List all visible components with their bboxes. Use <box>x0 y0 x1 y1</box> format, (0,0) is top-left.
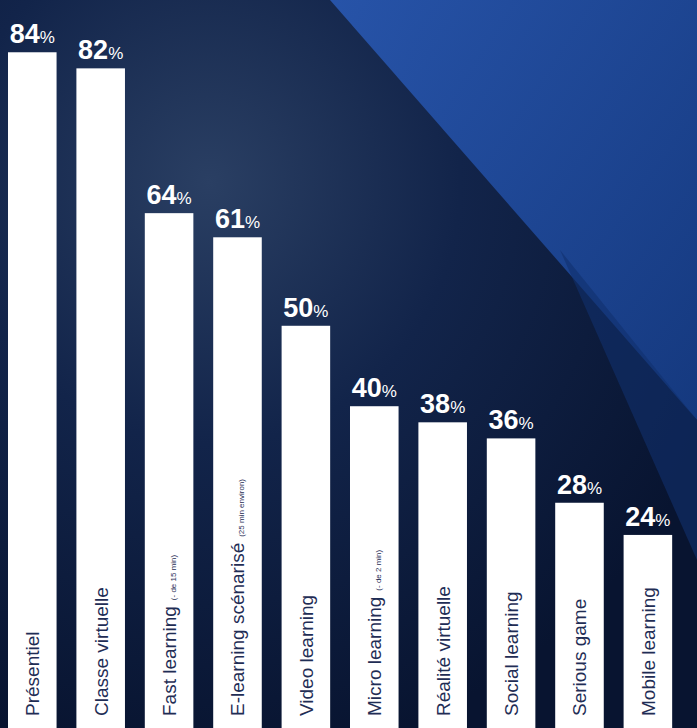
category-text: Présentiel <box>22 632 43 717</box>
category-text: Micro learning <box>364 597 385 716</box>
category-text: Classe virtuelle <box>91 587 112 716</box>
bar <box>418 422 467 728</box>
category-label: Fast learning (- de 15 min) <box>159 554 180 716</box>
category-label: E-learning scénarisé (25 min environ) <box>227 479 248 716</box>
bar <box>76 68 125 728</box>
data-label: 28% <box>557 470 602 500</box>
category-label: Réalité virtuelle <box>433 586 454 716</box>
bar <box>282 326 331 728</box>
bars <box>8 52 672 728</box>
data-label: 64% <box>146 180 191 210</box>
data-label: 84% <box>10 19 55 49</box>
bar <box>8 52 57 728</box>
annotation: (25 min environ) <box>237 479 246 537</box>
annotation: (- de 15 min) <box>169 554 178 600</box>
bar <box>213 237 262 728</box>
data-label: 24% <box>625 502 670 532</box>
chart-container: 84% Présentiel 82% Classe virtuelle 64% Fast … <box>0 0 697 728</box>
category-text: Mobile learning <box>638 587 659 716</box>
bar <box>487 438 536 728</box>
category-label: Serious game <box>569 599 590 716</box>
category-label: Mobile learning <box>638 587 659 716</box>
data-label: 82% <box>78 35 123 65</box>
data-label: 61% <box>215 204 260 234</box>
bar <box>555 503 604 728</box>
annotation: (- de 2 min) <box>374 549 383 590</box>
labels: 84% Présentiel 82% Classe virtuelle 64% Fast … <box>10 19 671 716</box>
data-label: 38% <box>420 389 465 419</box>
data-label: 50% <box>283 293 328 323</box>
background <box>0 0 697 728</box>
category-label: Présentiel <box>22 632 43 717</box>
bar <box>350 406 399 728</box>
data-label: 36% <box>488 405 533 435</box>
data-label: 40% <box>352 373 397 403</box>
category-label: Classe virtuelle <box>91 587 112 716</box>
category-text: E-learning scénarisé <box>227 543 248 716</box>
category-text: Video learning <box>296 595 317 716</box>
category-label: Social learning <box>501 591 522 716</box>
category-text: Serious game <box>569 599 590 716</box>
chart: 84% Présentiel 82% Classe virtuelle 64% Fast … <box>0 0 697 728</box>
bar <box>145 213 194 728</box>
category-text: Réalité virtuelle <box>433 586 454 716</box>
category-text: Social learning <box>501 591 522 716</box>
bar <box>624 535 673 728</box>
category-label: Micro learning (- de 2 min) <box>364 549 385 716</box>
category-text: Fast learning <box>159 606 180 716</box>
category-label: Video learning <box>296 595 317 716</box>
